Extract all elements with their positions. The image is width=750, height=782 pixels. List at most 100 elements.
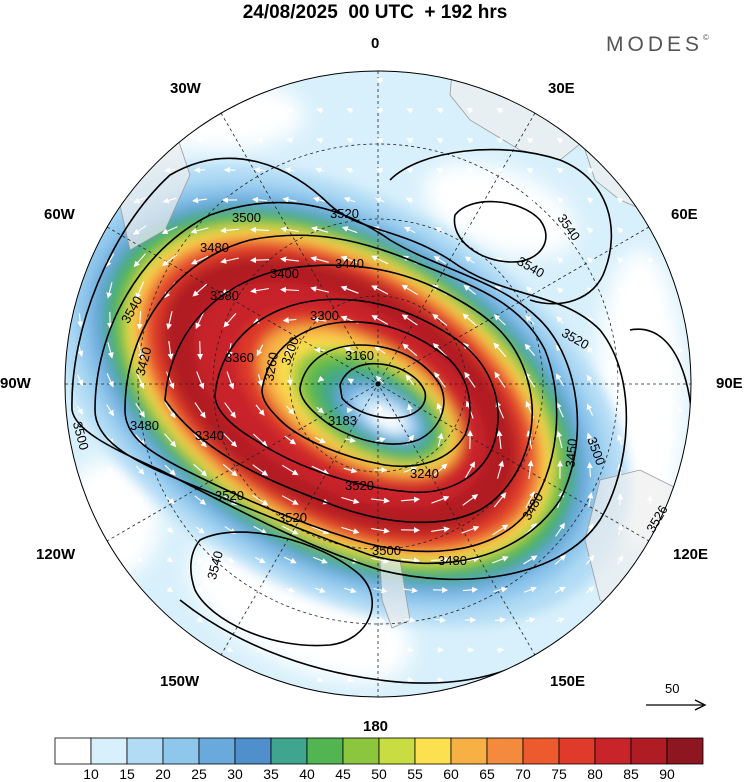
wind-vector (256, 616, 264, 622)
wind-vector (162, 254, 178, 266)
wind-vector (401, 284, 418, 296)
wind-vector (376, 646, 384, 653)
wind-vector (196, 586, 204, 593)
wind-vectors (76, 77, 684, 683)
wind-vector (195, 311, 205, 330)
wind-vector (166, 586, 174, 593)
contour-label: 3420 (133, 345, 155, 377)
wind-vector (286, 107, 294, 114)
wind-vector (135, 403, 145, 418)
wind-vector (346, 107, 353, 114)
wind-vector (616, 227, 624, 234)
wind-vector (311, 465, 330, 475)
wind-vector (316, 107, 324, 114)
wind-vector (256, 586, 264, 593)
wind-vector (286, 616, 294, 622)
wind-vector (312, 316, 327, 323)
wind-vector (678, 406, 684, 414)
height-contours (71, 148, 691, 684)
wind-vector (284, 347, 295, 353)
wind-vector (463, 284, 477, 295)
wind-vector (106, 496, 113, 503)
wind-vector (400, 496, 420, 503)
lon-label-0: 0 (371, 35, 380, 52)
contour-label: 3500 (372, 543, 401, 558)
contour-label: 3260 (261, 351, 281, 382)
wind-vector (166, 311, 173, 330)
wind-vector (371, 527, 390, 534)
wind-vector (255, 404, 265, 416)
wind-vector (314, 587, 326, 593)
wind-vector (405, 374, 415, 386)
wind-vector (492, 555, 509, 564)
map-boundary (64, 70, 692, 698)
wind-vector (250, 257, 270, 264)
wind-vector (225, 137, 234, 144)
colorbar-tick-label: 90 (659, 766, 675, 782)
wind-vector (525, 315, 535, 325)
contour-label: 3380 (210, 288, 239, 303)
wind-vector (76, 436, 83, 444)
colorbar-tick-label: 75 (551, 766, 567, 782)
wind-vector (406, 403, 413, 416)
wind-vector (523, 586, 537, 593)
wind-vector (285, 587, 295, 593)
lon-label-90e: 90E (716, 375, 743, 392)
wind-vector (77, 374, 83, 387)
wind-vector (135, 371, 145, 390)
colorbar-tick-label: 65 (479, 766, 495, 782)
wind-vector (494, 617, 506, 623)
lon-label-30e: 30E (548, 80, 575, 97)
wind-vector (341, 526, 360, 535)
wind-vector (524, 343, 536, 356)
lon-label-150w: 150W (160, 673, 200, 690)
wind-vector (434, 617, 447, 623)
wind-vector (587, 257, 594, 264)
wind-vector (283, 556, 297, 564)
wind-vector (462, 494, 479, 506)
wind-vector (254, 167, 266, 173)
wind-vector (647, 346, 654, 354)
wind-vector (282, 464, 299, 476)
brand-logo: MODES© (606, 33, 709, 57)
wind-vector (284, 167, 295, 174)
wind-vector (526, 430, 533, 449)
wind-vector (436, 108, 444, 114)
wind-vector (316, 406, 325, 414)
wind-vector (555, 373, 565, 387)
wind-vector (371, 285, 389, 295)
wind-vector (647, 376, 654, 384)
contour-label: 3540 (204, 549, 226, 581)
wind-vector (554, 554, 566, 565)
wind-vector (164, 167, 175, 173)
wind-vector (557, 287, 564, 294)
wind-vector (617, 404, 623, 415)
wind-vector (286, 646, 294, 652)
wind-vector (464, 371, 476, 388)
wind-vector (220, 227, 239, 234)
wind-vector (405, 197, 414, 204)
wind-vector (167, 341, 174, 360)
wind-vector (345, 167, 354, 174)
wind-vector (347, 378, 355, 385)
wind-vector (316, 137, 324, 144)
wind-vector (190, 255, 209, 265)
wind-vector (556, 167, 564, 174)
wind-vector (371, 255, 389, 265)
wind-vector (586, 345, 593, 354)
wind-vector (617, 524, 623, 536)
contour-label: 3183 (328, 413, 357, 428)
colorbar-swatch (234, 737, 272, 765)
wind-vector (346, 646, 354, 653)
brand-name: MODES (606, 33, 704, 56)
wind-vector (465, 461, 475, 479)
contour-label: 3480 (438, 553, 467, 568)
wind-vector (317, 676, 324, 683)
wind-vector (616, 197, 624, 204)
wind-vector (492, 524, 509, 536)
wind-vector (496, 430, 503, 449)
wind-vector (466, 197, 474, 204)
colorbar-swatch (306, 737, 344, 765)
wind-vector (343, 196, 356, 203)
wind-vector (310, 256, 329, 263)
